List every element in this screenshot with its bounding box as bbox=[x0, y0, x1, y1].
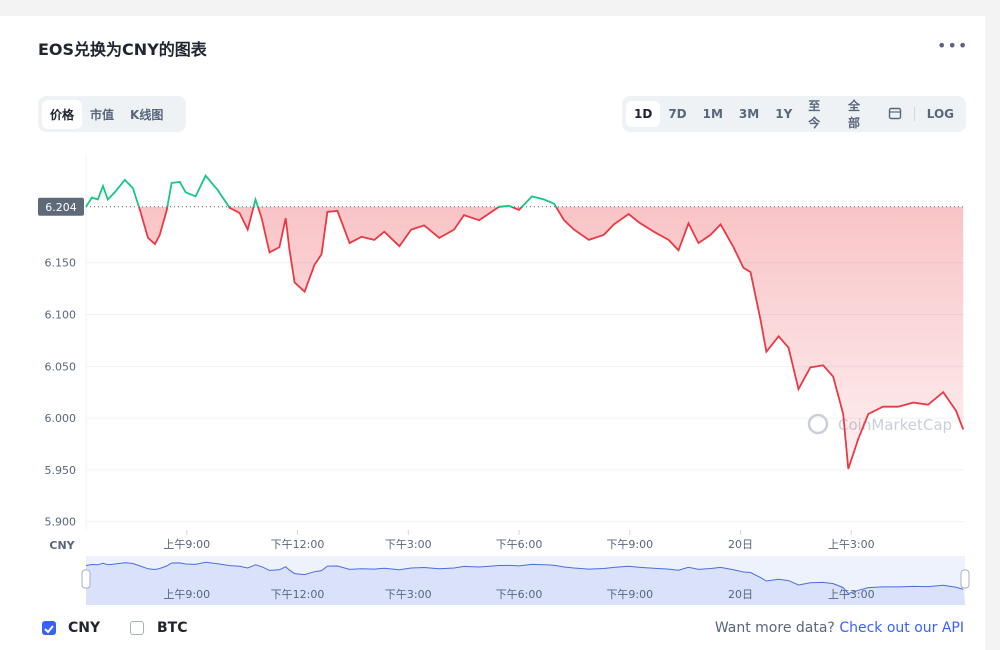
calendar-icon bbox=[888, 107, 901, 119]
navigator-tick-label: 20日 bbox=[728, 588, 753, 601]
navigator-handle bbox=[960, 569, 970, 589]
x-tick-label: 下午12:00 bbox=[271, 538, 325, 551]
range-button[interactable]: 至今 bbox=[808, 99, 821, 130]
y-tick-label: 6.100 bbox=[45, 309, 77, 322]
footer: Want more data? Check out our API bbox=[715, 620, 964, 636]
x-tick-label: 20日 bbox=[728, 538, 753, 551]
menu-button[interactable]: ••• bbox=[937, 36, 969, 55]
navigator-tick-label: 下午9:00 bbox=[606, 588, 653, 601]
area bbox=[86, 206, 964, 469]
range-button[interactable]: 1Y bbox=[775, 107, 793, 121]
navigator-tick-label: 下午6:00 bbox=[496, 588, 543, 601]
navigator-line bbox=[85, 561, 964, 595]
y-tick-label: 6.050 bbox=[45, 360, 77, 373]
x-tick-label: 下午3:00 bbox=[385, 538, 432, 551]
api-link[interactable]: Check out our API bbox=[839, 620, 964, 636]
checkbox[interactable] bbox=[130, 621, 144, 635]
checkbox[interactable] bbox=[42, 621, 56, 635]
range-button[interactable]: 1D bbox=[626, 101, 661, 127]
watermark-logo bbox=[807, 413, 829, 435]
check-icon bbox=[44, 625, 54, 634]
y-tick-label: 6.150 bbox=[45, 257, 77, 270]
reference-badge bbox=[38, 197, 84, 216]
x-tick-label: 上午3:00 bbox=[828, 538, 875, 551]
y-tick-label: 6.000 bbox=[45, 412, 77, 425]
tab[interactable]: K线图 bbox=[130, 107, 164, 122]
navigator-area bbox=[86, 562, 965, 605]
navigator-handle bbox=[81, 569, 91, 589]
footer-text: Want more data? bbox=[714, 620, 835, 636]
range-button[interactable]: 全部 bbox=[848, 99, 861, 130]
chart-title: EOS兑换为CNY的图表 bbox=[38, 40, 207, 59]
checkbox-label: CNY bbox=[68, 620, 101, 636]
tab-group: 价格 市值 K线图 bbox=[38, 96, 186, 132]
x-tick-label: 上午9:00 bbox=[163, 538, 210, 551]
checkbox-label: BTC bbox=[157, 620, 188, 636]
calendar-button[interactable] bbox=[880, 100, 910, 129]
range-button[interactable]: 1M bbox=[702, 107, 723, 121]
price-line bbox=[85, 174, 965, 470]
navigator-tick-label: 下午3:00 bbox=[385, 588, 432, 601]
navigator-tick-label: 下午12:00 bbox=[271, 588, 325, 601]
navigator-tick-label: 上午9:00 bbox=[163, 588, 210, 601]
tab[interactable]: 价格 bbox=[42, 99, 83, 129]
range-group: 1D 7D 1M 3M 1Y 至今 全部 LOG bbox=[622, 96, 966, 132]
y-axis-unit: CNY bbox=[49, 539, 75, 552]
range-button[interactable]: 7D bbox=[668, 107, 687, 121]
navigator-tick-label: 上午3:00 bbox=[828, 588, 875, 601]
log-button[interactable]: LOG bbox=[926, 107, 954, 121]
x-tick-label: 下午6:00 bbox=[496, 538, 543, 551]
y-tick-label: 5.900 bbox=[45, 516, 77, 529]
tab[interactable]: 市值 bbox=[90, 107, 115, 122]
reference-label: 6.204 bbox=[45, 201, 77, 214]
x-tick-label: 下午9:00 bbox=[606, 538, 653, 551]
separator bbox=[913, 107, 915, 121]
y-tick-label: 5.950 bbox=[45, 464, 77, 477]
range-button[interactable]: 3M bbox=[738, 107, 760, 121]
